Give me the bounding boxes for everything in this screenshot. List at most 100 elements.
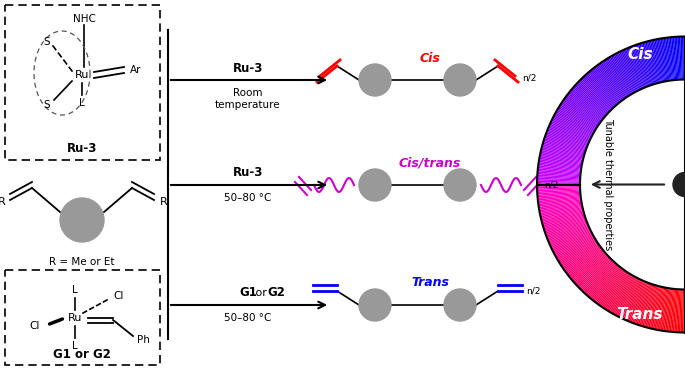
- Wedge shape: [574, 254, 607, 283]
- Wedge shape: [584, 76, 614, 108]
- Wedge shape: [619, 51, 639, 90]
- Text: Ph: Ph: [137, 335, 150, 345]
- Wedge shape: [537, 184, 580, 185]
- Wedge shape: [541, 209, 583, 221]
- Wedge shape: [671, 289, 676, 332]
- Wedge shape: [623, 280, 642, 320]
- Text: Cl: Cl: [30, 321, 40, 331]
- Wedge shape: [653, 40, 663, 82]
- Wedge shape: [580, 259, 611, 290]
- Wedge shape: [551, 229, 590, 248]
- Wedge shape: [633, 283, 649, 324]
- Wedge shape: [538, 161, 582, 169]
- Wedge shape: [562, 102, 598, 127]
- Wedge shape: [539, 158, 582, 166]
- Wedge shape: [611, 56, 634, 94]
- Wedge shape: [566, 95, 601, 122]
- Text: Tunable thermal properties: Tunable thermal properties: [603, 118, 613, 251]
- Wedge shape: [537, 182, 580, 184]
- Wedge shape: [679, 289, 682, 332]
- Wedge shape: [576, 83, 608, 114]
- Wedge shape: [538, 170, 580, 175]
- Wedge shape: [538, 171, 580, 176]
- Wedge shape: [540, 154, 582, 164]
- Wedge shape: [614, 54, 635, 93]
- Wedge shape: [563, 99, 599, 125]
- Text: n/2: n/2: [544, 180, 558, 190]
- Text: L: L: [72, 341, 78, 351]
- Text: G1: G1: [239, 286, 257, 300]
- Wedge shape: [615, 54, 636, 92]
- Wedge shape: [556, 236, 594, 258]
- Wedge shape: [537, 187, 580, 190]
- Wedge shape: [538, 163, 581, 171]
- Wedge shape: [544, 138, 586, 152]
- Wedge shape: [567, 248, 602, 275]
- Wedge shape: [654, 287, 664, 330]
- Wedge shape: [659, 39, 667, 81]
- Wedge shape: [593, 267, 621, 301]
- Wedge shape: [548, 128, 588, 145]
- Wedge shape: [630, 282, 647, 323]
- Wedge shape: [564, 245, 600, 271]
- Wedge shape: [642, 285, 656, 327]
- Wedge shape: [625, 280, 643, 320]
- Text: or: or: [252, 288, 270, 298]
- Wedge shape: [552, 118, 591, 138]
- Wedge shape: [546, 221, 587, 237]
- Wedge shape: [543, 212, 584, 225]
- Wedge shape: [540, 151, 583, 162]
- Text: Ru-3: Ru-3: [67, 141, 97, 155]
- Wedge shape: [584, 262, 614, 294]
- Text: Ru-3: Ru-3: [233, 62, 263, 75]
- Wedge shape: [570, 90, 604, 119]
- Text: Cis: Cis: [419, 52, 440, 65]
- Wedge shape: [635, 45, 650, 86]
- Wedge shape: [629, 282, 646, 322]
- Wedge shape: [538, 195, 581, 201]
- Wedge shape: [543, 214, 585, 228]
- Wedge shape: [619, 279, 639, 318]
- Wedge shape: [540, 150, 583, 161]
- Wedge shape: [544, 215, 585, 230]
- Wedge shape: [618, 278, 638, 317]
- Wedge shape: [647, 286, 659, 328]
- Wedge shape: [560, 241, 597, 266]
- Wedge shape: [606, 273, 630, 310]
- Wedge shape: [638, 284, 652, 325]
- Wedge shape: [575, 255, 608, 284]
- Text: n/2: n/2: [526, 286, 540, 296]
- Wedge shape: [648, 286, 660, 328]
- Wedge shape: [548, 224, 588, 241]
- Wedge shape: [679, 37, 682, 80]
- Wedge shape: [612, 276, 634, 314]
- Wedge shape: [680, 37, 683, 80]
- Wedge shape: [538, 167, 581, 173]
- Wedge shape: [599, 63, 625, 99]
- Wedge shape: [565, 246, 601, 272]
- Wedge shape: [538, 162, 581, 170]
- Wedge shape: [642, 42, 656, 84]
- Wedge shape: [558, 108, 595, 131]
- Wedge shape: [537, 175, 580, 179]
- Wedge shape: [597, 269, 623, 304]
- Wedge shape: [582, 260, 613, 292]
- Wedge shape: [558, 238, 595, 261]
- Circle shape: [444, 64, 476, 96]
- Wedge shape: [639, 284, 653, 326]
- Wedge shape: [578, 81, 610, 112]
- Wedge shape: [600, 270, 626, 307]
- Text: Trans: Trans: [411, 276, 449, 290]
- Wedge shape: [626, 281, 644, 321]
- Wedge shape: [663, 38, 671, 81]
- Wedge shape: [579, 80, 610, 111]
- Wedge shape: [542, 211, 584, 224]
- Wedge shape: [537, 180, 580, 183]
- Wedge shape: [626, 48, 644, 88]
- Wedge shape: [538, 200, 582, 208]
- Text: L: L: [79, 98, 85, 108]
- Wedge shape: [558, 107, 595, 130]
- Wedge shape: [540, 204, 582, 213]
- Wedge shape: [665, 38, 672, 80]
- Wedge shape: [538, 165, 581, 172]
